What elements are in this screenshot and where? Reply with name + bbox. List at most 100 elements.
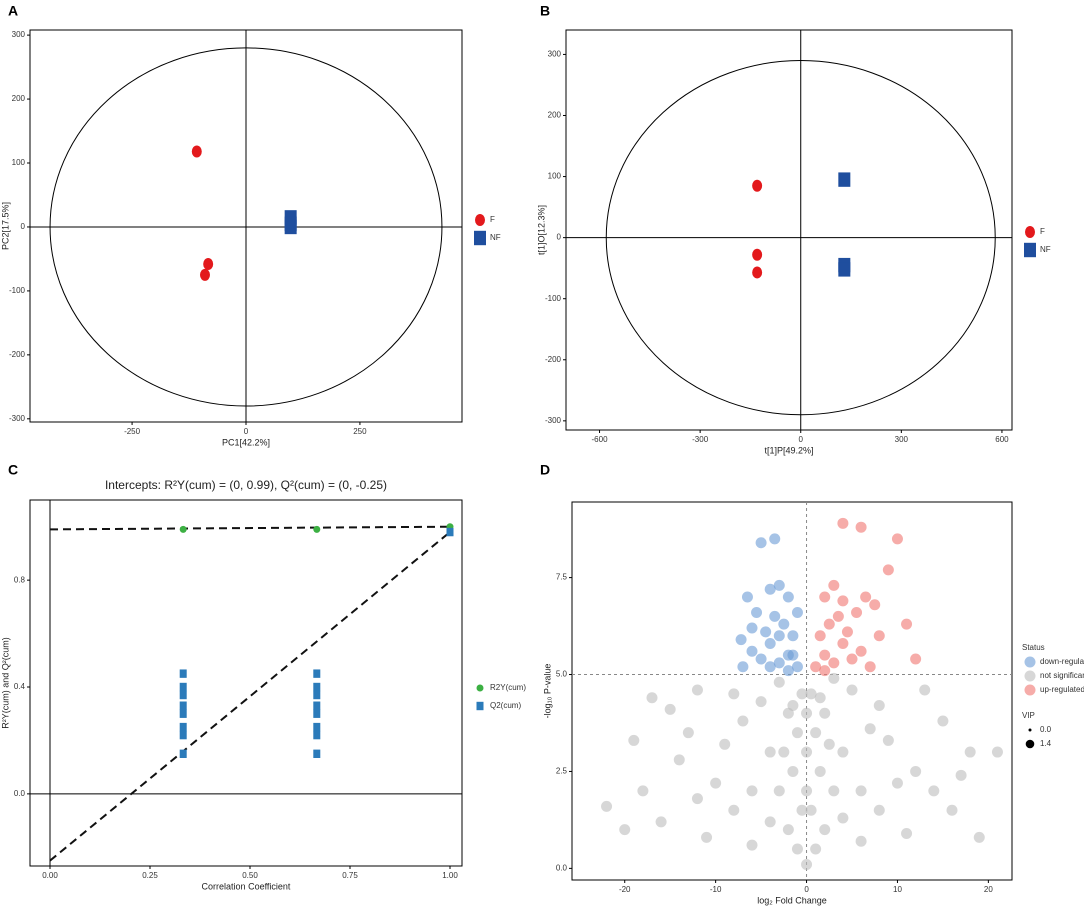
legend-label: Q2(cum) <box>490 701 521 710</box>
point <box>991 746 1003 758</box>
confidence-ellipse <box>605 60 996 416</box>
y-tick-label: 0.0 <box>556 863 568 872</box>
point <box>855 521 867 533</box>
x-tick-label: -300 <box>692 435 709 444</box>
y-tick-label: 5.0 <box>556 670 568 679</box>
x-tick-label: 0.75 <box>342 871 358 880</box>
point <box>837 595 849 607</box>
point <box>828 657 840 669</box>
point <box>801 858 813 870</box>
x-axis-label: PC1[42.2%] <box>222 437 270 447</box>
point <box>814 765 826 777</box>
legend-title: Status <box>1022 643 1045 652</box>
point <box>855 835 867 847</box>
point <box>313 525 321 533</box>
point <box>901 618 913 630</box>
point <box>728 688 740 700</box>
point <box>810 727 822 739</box>
point <box>964 746 976 758</box>
point <box>751 606 763 618</box>
legend-swatch <box>1024 656 1036 668</box>
y-tick-label: 7.5 <box>556 573 568 582</box>
legend-swatch <box>476 684 484 692</box>
point <box>746 645 758 657</box>
point <box>891 533 903 545</box>
x-tick-label: 0 <box>799 435 804 444</box>
point <box>828 579 840 591</box>
plot-frame <box>565 29 1013 431</box>
point <box>735 634 747 646</box>
x-tick-label: 20 <box>984 885 993 894</box>
point <box>805 804 817 816</box>
regression-line <box>49 531 451 862</box>
point <box>313 749 321 758</box>
point <box>937 715 949 727</box>
point <box>446 527 454 537</box>
legend-swatch <box>1024 670 1036 682</box>
point <box>673 754 685 766</box>
x-tick-label: 300 <box>895 435 909 444</box>
point <box>851 606 863 618</box>
x-tick-label: 600 <box>995 435 1009 444</box>
point <box>179 730 187 740</box>
point <box>891 777 903 789</box>
point <box>928 785 940 797</box>
x-axis-label: Correlation Coefficient <box>202 881 291 891</box>
legend-swatch <box>474 230 486 246</box>
regression-line <box>49 525 451 531</box>
legend-label: NF <box>1040 245 1051 254</box>
y-tick-label: 2.5 <box>556 767 568 776</box>
point <box>179 722 187 732</box>
point <box>646 692 658 704</box>
legend-swatch <box>1024 242 1036 258</box>
panel: A -250 0 250 -300 -200 -100 0 100 200 300 PC1[42.2%… <box>0 3 500 448</box>
point <box>955 769 967 781</box>
point <box>755 696 767 708</box>
point <box>179 749 187 758</box>
panel-label: D <box>540 462 550 478</box>
point <box>838 172 851 187</box>
y-tick-label: 100 <box>548 172 562 181</box>
point <box>787 765 799 777</box>
point <box>284 219 297 235</box>
point <box>873 804 885 816</box>
point <box>873 700 885 712</box>
legend-swatch <box>476 701 484 711</box>
point <box>973 831 985 843</box>
panel-label: C <box>8 462 18 478</box>
point <box>179 525 187 533</box>
point <box>737 715 749 727</box>
point <box>910 765 922 777</box>
point <box>841 626 853 638</box>
x-tick-label: 0 <box>244 427 249 436</box>
point <box>882 564 894 576</box>
chart-title: Intercepts: R²Y(cum) = (0, 0.99), Q²(cum… <box>105 478 387 492</box>
point <box>179 709 187 718</box>
point <box>832 610 844 622</box>
point <box>179 682 187 692</box>
y-tick-label: 0.0 <box>14 789 26 798</box>
point <box>769 610 781 622</box>
point <box>901 827 913 839</box>
y-tick-label: -300 <box>9 414 26 423</box>
point <box>838 262 851 277</box>
y-tick-label: 100 <box>12 158 26 167</box>
point <box>787 630 799 642</box>
point <box>782 665 794 677</box>
x-tick-label: 250 <box>353 427 367 436</box>
point <box>882 734 894 746</box>
point <box>755 537 767 549</box>
point <box>691 793 703 805</box>
point <box>179 701 187 710</box>
point <box>764 816 776 828</box>
point <box>801 707 813 719</box>
point <box>313 722 321 732</box>
x-tick-label: -250 <box>124 427 141 436</box>
point <box>810 661 822 673</box>
plot-frame <box>571 501 1013 881</box>
x-axis-label: log₂ Fold Change <box>757 895 827 905</box>
size-swatch <box>1028 728 1032 732</box>
y-axis-label: R²Y(cum) and Q²(cum) <box>0 637 10 729</box>
point <box>313 682 321 692</box>
point <box>755 653 767 665</box>
